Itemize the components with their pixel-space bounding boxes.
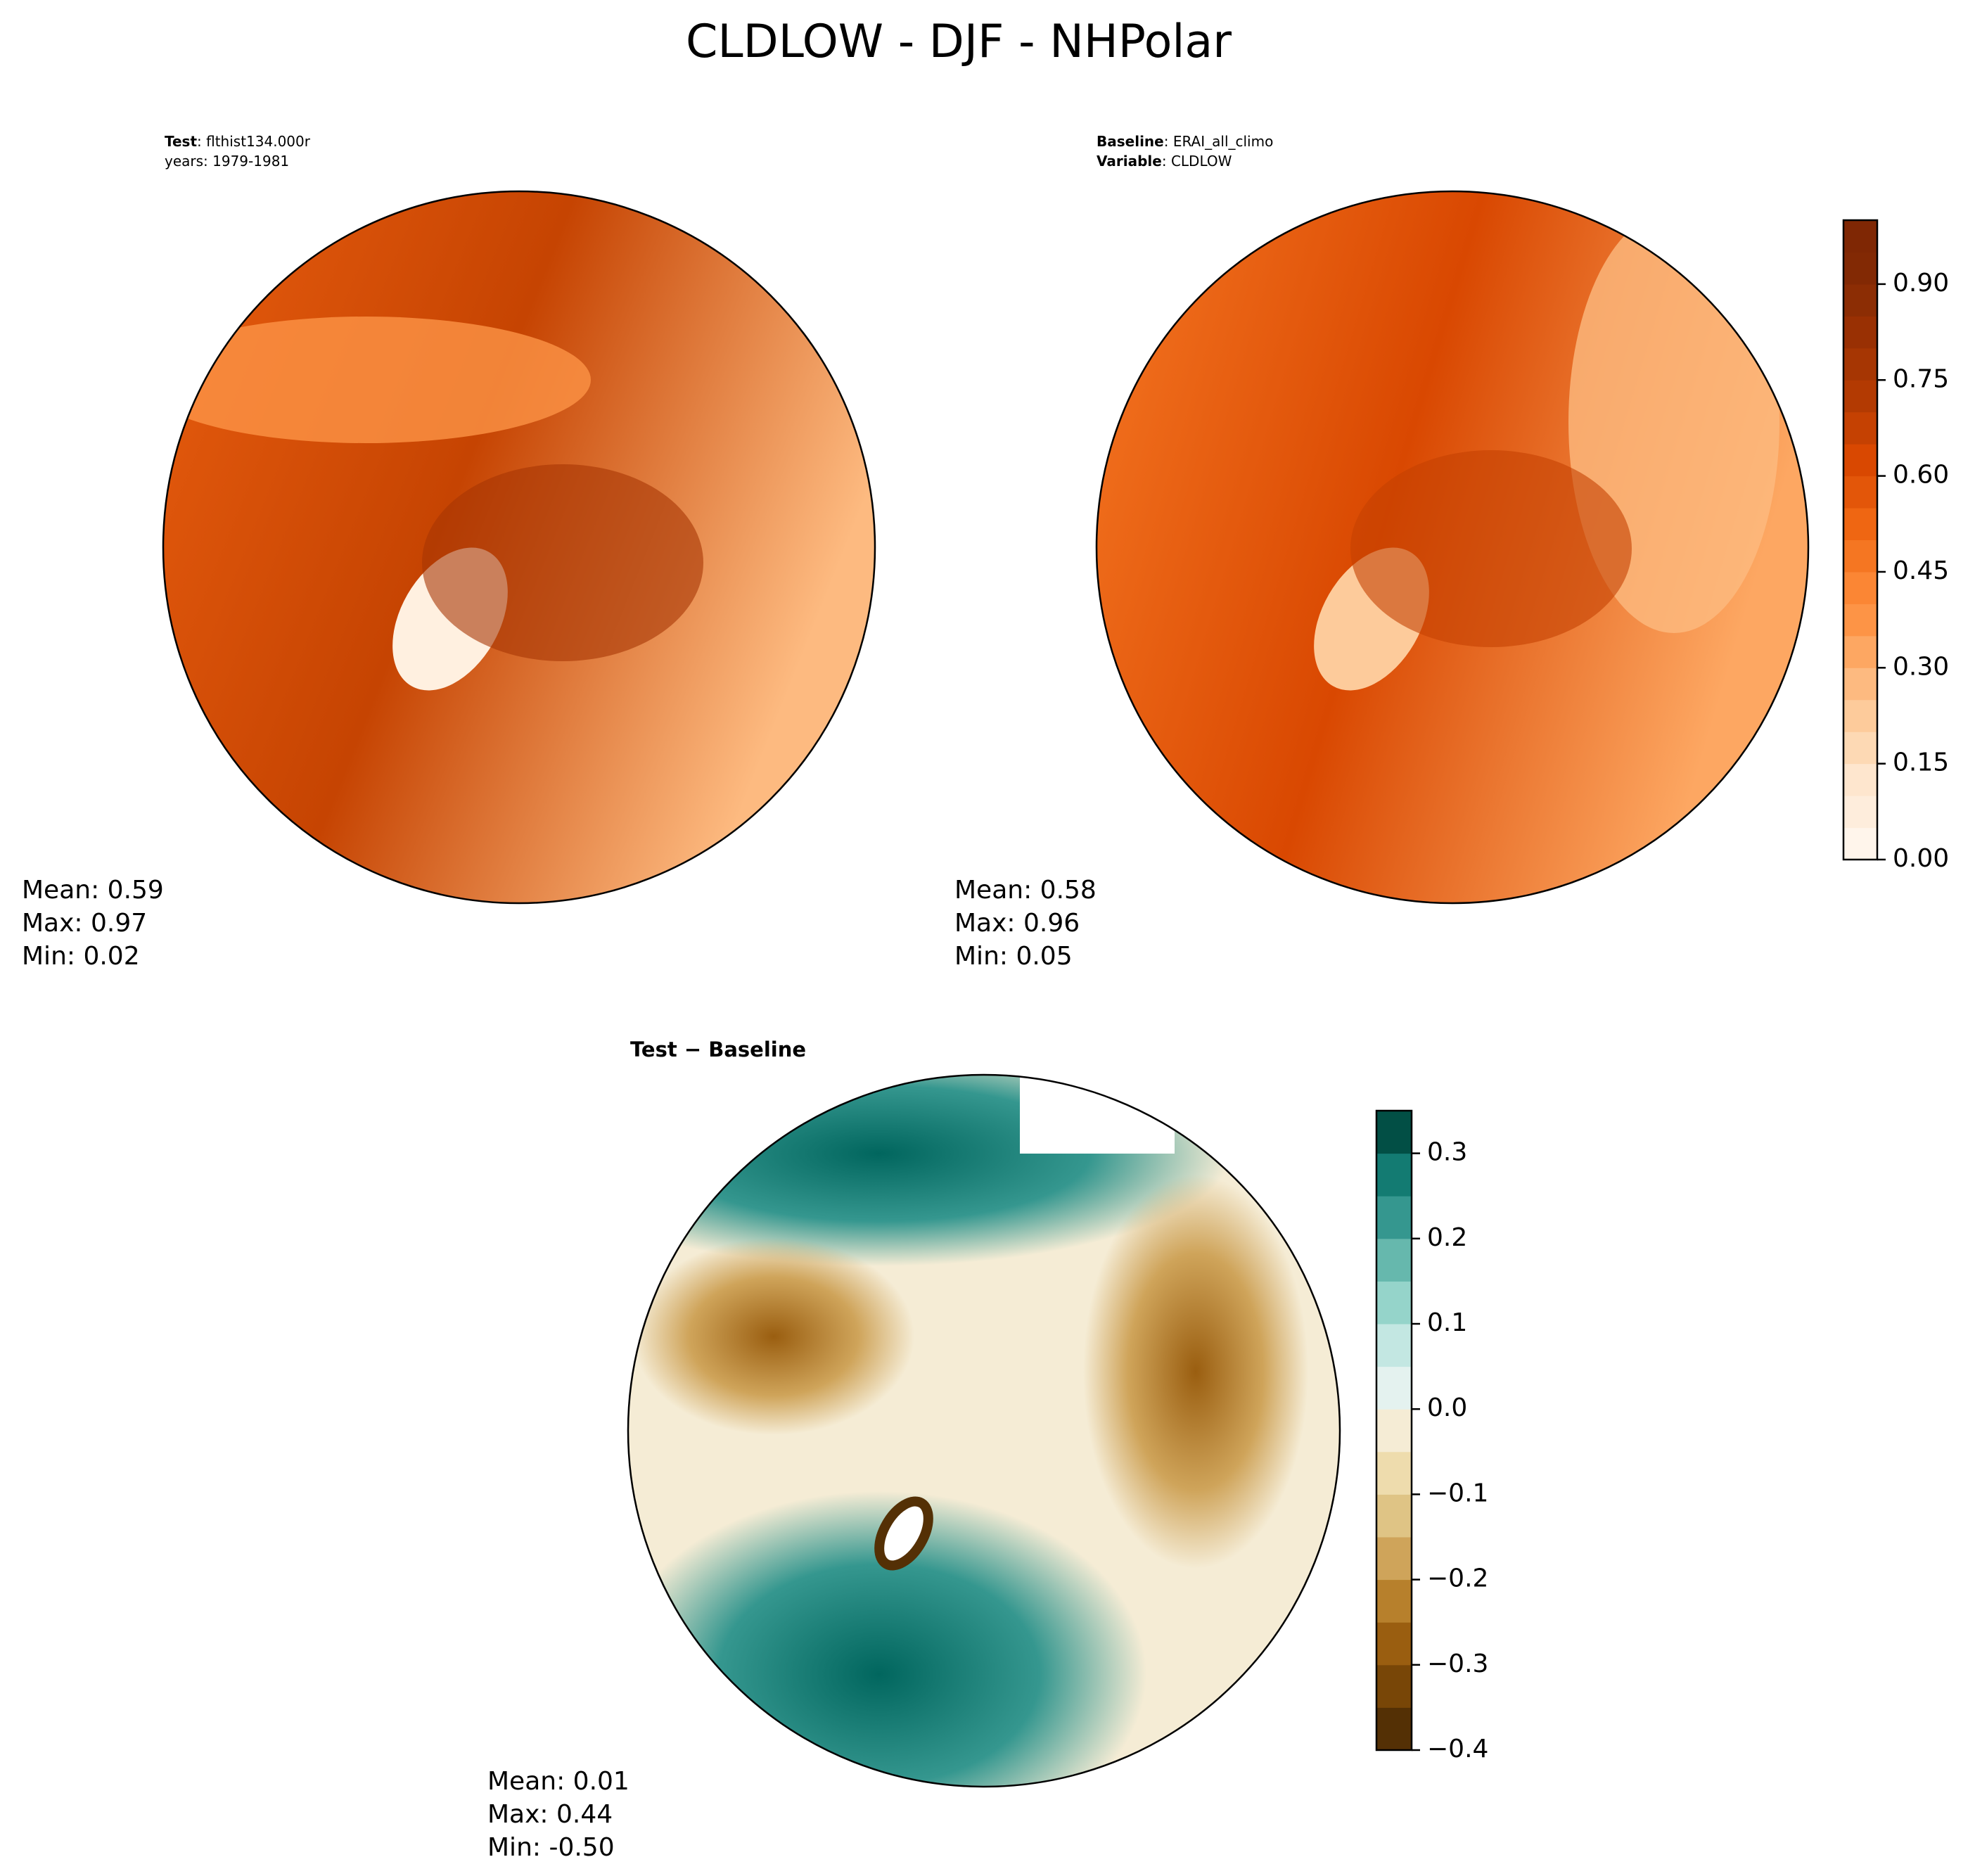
colorbar-bin [1843, 411, 1877, 445]
colorbar-frame [1375, 1109, 1413, 1751]
colorbar-bin [1843, 540, 1877, 573]
colorbar-bin [1376, 1196, 1412, 1239]
header-key: Test − Baseline [630, 1038, 806, 1061]
colorbar-bin [1376, 1451, 1412, 1495]
map-border [1095, 190, 1810, 905]
stat-line: Min: -0.50 [487, 1833, 615, 1862]
stat-line: Max: 0.97 [22, 909, 147, 938]
colorbar-bin [1843, 668, 1877, 701]
figure-title: CLDLOW - DJF - NHPolar [686, 15, 1232, 68]
colorbar-bin [1376, 1622, 1412, 1666]
colorbar-tick-label: 0.75 [1893, 364, 1949, 393]
header-text: : ERAI_all_climo [1164, 133, 1274, 150]
panel-header: years: 1979-1981 [165, 153, 289, 170]
colorbar-bin [1376, 1238, 1412, 1282]
header-text: : flthist134.000r [197, 133, 311, 150]
colorbar-bin [1376, 1707, 1412, 1751]
colorbar-tick-label: −0.2 [1427, 1564, 1488, 1593]
header-key: Test [165, 133, 197, 150]
colorbar-bin [1843, 380, 1877, 413]
stat-line: Min: 0.02 [22, 942, 140, 971]
panel-header: Test − Baseline [630, 1038, 806, 1061]
header-text: years: 1979-1981 [165, 153, 289, 170]
panel-header: Baseline: ERAI_all_climo [1097, 133, 1273, 150]
map-test [163, 191, 875, 903]
colorbar-bin [1376, 1664, 1412, 1708]
stat-line: Mean: 0.58 [954, 876, 1097, 905]
colorbar-bin [1376, 1409, 1412, 1453]
colorbar-bin [1843, 635, 1877, 668]
colorbar-bin [1843, 444, 1877, 477]
colorbar-tick-label: −0.4 [1427, 1735, 1488, 1763]
colorbar-bin [1843, 604, 1877, 637]
colorbar-bin [1376, 1366, 1412, 1410]
stat-line: Mean: 0.59 [22, 876, 164, 905]
colorbar-bin [1376, 1537, 1412, 1581]
header-text: : CLDLOW [1162, 153, 1232, 170]
colorbar-tick-label: 0.2 [1427, 1223, 1467, 1252]
colorbar-bin [1843, 763, 1877, 796]
colorbar-tick-label: 0.90 [1893, 269, 1949, 298]
colorbar-tick-label: 0.00 [1893, 844, 1949, 873]
header-key: Variable [1097, 153, 1162, 170]
colorbar-frame [1842, 219, 1879, 861]
colorbar-bin [1376, 1281, 1412, 1325]
colorbar-bin [1843, 827, 1877, 860]
stat-line: Max: 0.44 [487, 1800, 613, 1829]
colorbar-bin [1376, 1111, 1412, 1154]
panel-header: Variable: CLDLOW [1097, 153, 1232, 170]
stat-line: Min: 0.05 [954, 942, 1073, 971]
colorbar-tick-label: 0.60 [1893, 461, 1949, 490]
header-key: Baseline [1097, 133, 1164, 150]
colorbar-bin [1843, 283, 1877, 317]
panel-header: Test: flthist134.000r [165, 133, 311, 150]
colorbar-bin [1843, 796, 1877, 829]
colorbar-tick-label: 0.15 [1893, 748, 1949, 777]
colorbar-bin [1843, 508, 1877, 540]
colorbar-tick-label: 0.0 [1427, 1393, 1467, 1422]
colorbar-bin [1843, 347, 1877, 381]
colorbar-tick-label: −0.1 [1427, 1479, 1488, 1507]
map-border [627, 1073, 1341, 1788]
colorbar-tick-label: 0.45 [1893, 556, 1949, 585]
map-border [162, 190, 876, 905]
colorbar-bin [1843, 316, 1877, 349]
colorbar-bin [1843, 476, 1877, 509]
colorbar-bin [1843, 220, 1877, 253]
colorbar-tick-label: 0.1 [1427, 1308, 1467, 1337]
colorbar-tick-label: −0.3 [1427, 1650, 1488, 1678]
stat-line: Mean: 0.01 [487, 1767, 629, 1796]
colorbar-bin [1843, 732, 1877, 765]
colorbar-tick-label: 0.30 [1893, 652, 1949, 681]
colorbar-bin [1843, 252, 1877, 285]
colorbar-bin [1843, 699, 1877, 732]
colorbar-bin [1376, 1153, 1412, 1197]
colorbar-bin [1376, 1494, 1412, 1538]
stat-line: Max: 0.96 [954, 909, 1080, 938]
colorbar-tick-label: 0.3 [1427, 1138, 1467, 1167]
colorbar-bin [1376, 1579, 1412, 1623]
colorbar-bin [1376, 1324, 1412, 1367]
colorbar-bin [1843, 571, 1877, 604]
map-baseline [1097, 191, 1808, 903]
